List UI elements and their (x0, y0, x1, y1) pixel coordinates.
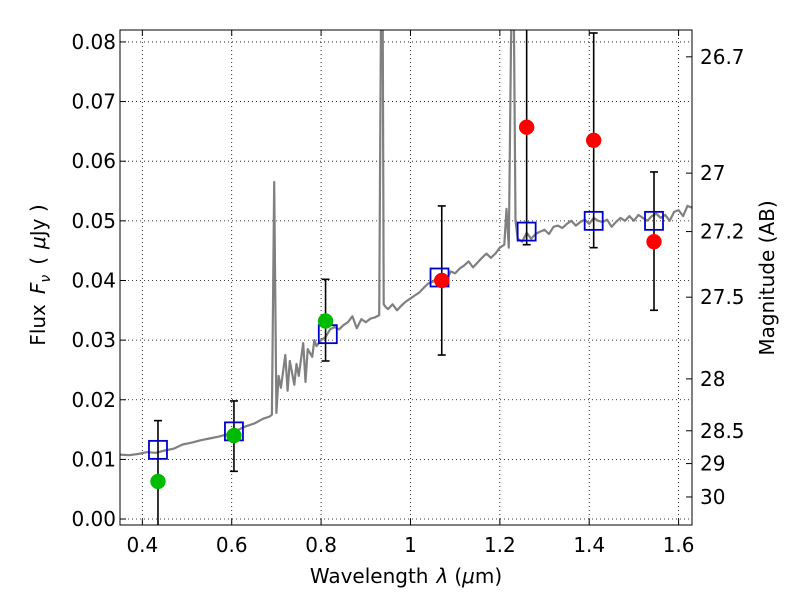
x-tick-label: 1 (404, 533, 417, 557)
axes: 0.4 0.6 0.8 1 1.2 1.4 1.6 0.00 0.01 0.02 0.03 0.04 0… (71, 30, 744, 557)
x-tick-label: 0.6 (216, 533, 248, 557)
model-photometry-square (583, 210, 604, 231)
y-axis-title: FluxFν(μJy ) (26, 204, 54, 345)
y-tick-label: 0.00 (71, 507, 116, 531)
x-axis-title: Wavelength λ (μm) (310, 564, 502, 588)
photometry-point (226, 427, 242, 444)
magnitude-tick-label: 29 (700, 452, 725, 476)
grid (120, 30, 692, 525)
x-tick-label: 0.8 (305, 533, 337, 557)
plot-frame (119, 29, 693, 526)
magnitude-tick-label: 30 (700, 485, 725, 509)
model-photometry-square (516, 221, 537, 242)
photometry-point (518, 119, 535, 135)
x-tick-label: 1.4 (573, 533, 605, 557)
magnitude-tick-label: 27.2 (700, 220, 745, 244)
y-tick-label: 0.01 (71, 447, 116, 471)
photometry-point (646, 233, 662, 250)
y-tick-label: 0.07 (71, 90, 116, 114)
y-tick-label: 0.06 (71, 149, 116, 173)
magnitude-axis-title: Magnitude (AB) (755, 200, 779, 355)
x-tick-label: 1.2 (484, 533, 516, 557)
data-layer (120, 30, 692, 525)
photometry-point (317, 313, 334, 329)
x-tick-label: 0.4 (126, 533, 158, 557)
magnitude-tick-label: 28.5 (700, 419, 745, 443)
x-tick-label: 1.6 (663, 533, 695, 557)
magnitude-tick-label: 27 (700, 161, 725, 185)
y-tick-label: 0.08 (71, 30, 116, 54)
magnitude-tick-label: 27.5 (700, 285, 745, 309)
photometry-point (434, 272, 450, 289)
y-tick-label: 0.05 (71, 209, 116, 233)
model-photometry-square (644, 210, 664, 231)
magnitude-tick-label: 26.7 (700, 45, 745, 69)
photometry-point (150, 473, 166, 490)
spectrum-line (120, 30, 692, 457)
model-photometry-square (148, 439, 168, 460)
photometry-point (585, 132, 602, 149)
magnitude-tick-label: 28 (700, 367, 725, 391)
y-tick-label: 0.03 (71, 328, 116, 352)
y-tick-label: 0.04 (71, 268, 116, 292)
y-tick-label: 0.02 (71, 388, 116, 412)
